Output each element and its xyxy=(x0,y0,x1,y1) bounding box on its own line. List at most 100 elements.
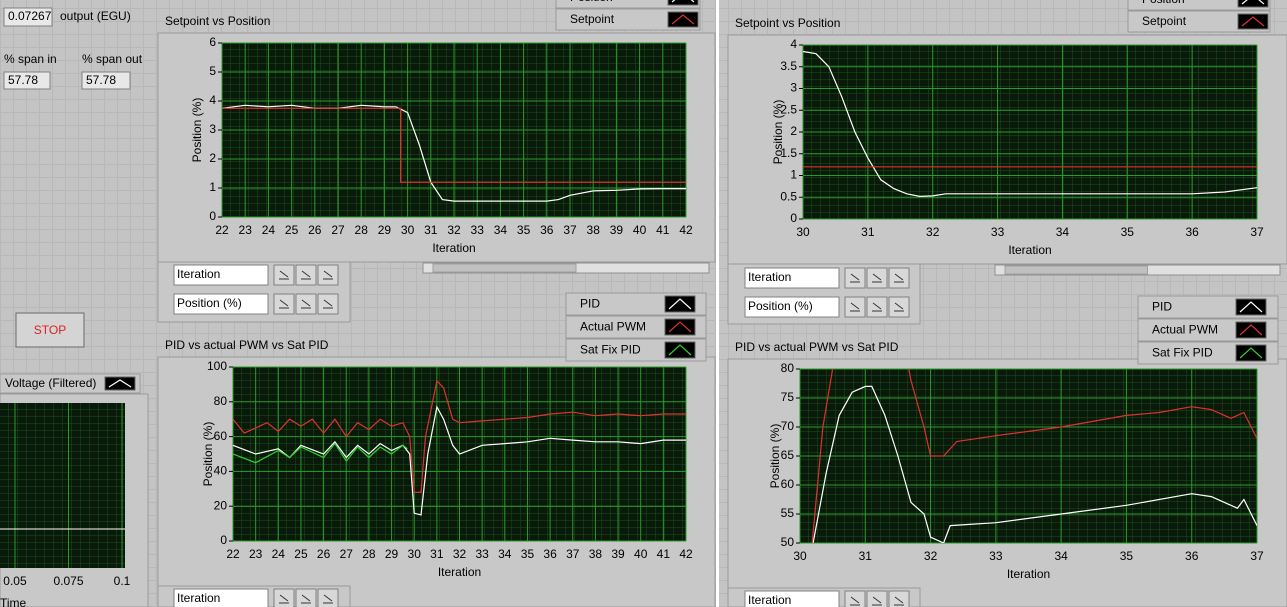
x-tick-label: 29 xyxy=(385,547,399,561)
stop-label[interactable]: STOP xyxy=(34,323,66,337)
palette-icon xyxy=(301,270,311,280)
x-tick-label: 25 xyxy=(294,547,308,561)
x-tick-label: 30 xyxy=(793,549,807,563)
legend-label: Voltage (Filtered) xyxy=(5,376,96,390)
palette-button[interactable] xyxy=(273,293,295,315)
x-tick-label: 42 xyxy=(679,547,693,561)
palette-button[interactable] xyxy=(844,267,866,289)
palette-axis-name: Position (%) xyxy=(177,296,242,310)
legend-row xyxy=(555,0,701,9)
palette-button[interactable] xyxy=(295,264,317,286)
palette-icon xyxy=(301,299,311,309)
palette-field xyxy=(744,590,840,607)
x-tick-label: 32 xyxy=(453,547,467,561)
palette-button[interactable] xyxy=(866,267,888,289)
stop-button[interactable] xyxy=(15,312,85,348)
palette-button[interactable] xyxy=(273,264,295,286)
x-axis-label: Time xyxy=(0,596,27,607)
x-tick-label: 37 xyxy=(1250,549,1264,563)
x-tick-label: 42 xyxy=(679,223,693,237)
x-tick-label: 22 xyxy=(215,223,229,237)
legend-label: Actual PWM xyxy=(1152,323,1218,337)
x-tick-label: 26 xyxy=(317,547,331,561)
legend-label: Setpoint xyxy=(570,12,615,26)
palette-button[interactable] xyxy=(888,590,910,607)
palette-button[interactable] xyxy=(888,296,910,318)
span-out-label: % span out xyxy=(82,52,143,66)
palette-axis-name: Iteration xyxy=(177,591,220,605)
x-tick-label: 28 xyxy=(355,223,369,237)
x-tick-label: 39 xyxy=(611,547,625,561)
x-tick-label: 33 xyxy=(989,549,1003,563)
x-tick-label: 34 xyxy=(1056,225,1070,239)
output-indicator xyxy=(3,7,53,27)
palette-icon xyxy=(279,299,289,309)
y-axis-label: Position (%) xyxy=(190,98,204,163)
palette-icon xyxy=(323,270,333,280)
legend-line xyxy=(668,321,692,333)
legend-line xyxy=(671,14,695,25)
x-tick-label: 27 xyxy=(340,547,354,561)
x-tick-label: 35 xyxy=(521,547,535,561)
y-tick-label: 2 xyxy=(790,124,797,138)
legend-swatch xyxy=(664,341,696,359)
x-tick-label: 34 xyxy=(494,223,508,237)
x-tick-label: 22 xyxy=(226,547,240,561)
x-tick-label: 23 xyxy=(239,223,253,237)
x-tick-label: 40 xyxy=(633,223,647,237)
span-in-label: % span in xyxy=(4,52,57,66)
x-tick-label: 37 xyxy=(1250,225,1264,239)
span-in-value: 57.78 xyxy=(8,73,38,87)
scrollbar-thumb[interactable] xyxy=(432,263,577,273)
palette-icon xyxy=(894,273,904,283)
y-tick-label: 70 xyxy=(781,419,795,433)
x-tick-label: 31 xyxy=(430,547,444,561)
palette-field xyxy=(173,588,269,607)
output-label: output (EGU) xyxy=(60,9,131,23)
legend-row xyxy=(1127,0,1271,11)
palette-button[interactable] xyxy=(866,590,888,607)
palette-icon xyxy=(301,594,311,604)
legend-line xyxy=(668,344,692,356)
x-tick-label: 35 xyxy=(1120,549,1134,563)
x-tick-label: 37 xyxy=(566,547,580,561)
palette-field xyxy=(173,293,269,315)
palette-icon xyxy=(872,596,882,606)
legend-line xyxy=(1239,347,1263,359)
x-axis-label: Iteration xyxy=(1008,243,1051,257)
palette-button[interactable] xyxy=(317,293,339,315)
palette-button[interactable] xyxy=(317,264,339,286)
palette-button[interactable] xyxy=(888,267,910,289)
y-tick-label: 50 xyxy=(781,535,795,549)
x-tick-label: 30 xyxy=(796,225,810,239)
x-tick-label: 32 xyxy=(924,549,938,563)
span-in-indicator xyxy=(3,71,51,90)
scrollbar-thumb[interactable] xyxy=(1004,265,1148,275)
palette-button[interactable] xyxy=(295,293,317,315)
y-tick-label: 4 xyxy=(790,37,797,51)
palette-button[interactable] xyxy=(866,296,888,318)
palette-icon xyxy=(850,273,860,283)
x-tick-label: 32 xyxy=(447,223,461,237)
palette-button[interactable] xyxy=(844,296,866,318)
divider xyxy=(716,0,719,607)
x-tick-label: 31 xyxy=(859,549,873,563)
y-tick-label: 4 xyxy=(209,93,216,107)
x-axis-label: Iteration xyxy=(432,241,475,255)
x-tick-label: 40 xyxy=(634,547,648,561)
chart-title: Setpoint vs Position xyxy=(735,16,840,30)
x-tick-label: 28 xyxy=(362,547,376,561)
chart-title: PID vs actual PWM vs Sat PID xyxy=(165,338,329,352)
legend-swatch xyxy=(1235,298,1267,316)
legend-row xyxy=(1127,10,1271,33)
series-line xyxy=(222,107,686,183)
y-tick-label: 20 xyxy=(214,498,228,512)
y-tick-label: 1 xyxy=(790,168,797,182)
palette-icon xyxy=(279,594,289,604)
y-tick-label: 80 xyxy=(781,361,795,375)
y-tick-label: 40 xyxy=(214,464,228,478)
palette-button[interactable] xyxy=(844,590,866,607)
x-tick-label: 39 xyxy=(610,223,624,237)
x-tick-label: 33 xyxy=(475,547,489,561)
